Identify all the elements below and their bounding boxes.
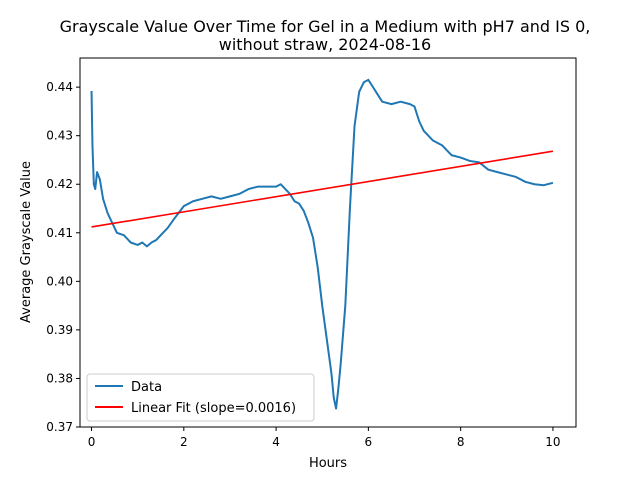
x-tick-label: 0: [88, 435, 96, 449]
y-tick-label: 0.38: [46, 371, 73, 385]
y-tick-label: 0.44: [46, 80, 73, 94]
y-tick-label: 0.39: [46, 323, 73, 337]
plot-lines: [90, 78, 554, 410]
legend-box: [86, 373, 315, 422]
y-tick-label: 0.42: [46, 177, 73, 191]
y-tick-label: 0.37: [46, 420, 73, 434]
legend: Data Linear Fit (slope=0.0016): [86, 373, 315, 422]
x-tick-label: 2: [180, 435, 188, 449]
y-axis-ticks: 0.37 0.38 0.39 0.40 0.41 0.42 0.43 0.44: [46, 80, 80, 434]
x-tick-label: 10: [545, 435, 560, 449]
x-tick-label: 6: [365, 435, 373, 449]
y-tick-label: 0.43: [46, 129, 73, 143]
chart-title-line2: without straw, 2024-08-16: [219, 35, 431, 54]
x-tick-label: 8: [457, 435, 465, 449]
y-axis-label: Average Grayscale Value: [19, 161, 34, 323]
y-tick-label: 0.40: [46, 274, 73, 288]
legend-label-data: Data: [131, 380, 162, 395]
series-line-linear-fit: [91, 150, 554, 228]
y-tick-label: 0.41: [46, 226, 73, 240]
x-axis-label: Hours: [309, 456, 347, 471]
chart-title-line1: Grayscale Value Over Time for Gel in a M…: [60, 17, 591, 36]
series-line-data: [90, 78, 554, 410]
x-axis-ticks: 0 2 4 6 8 10: [88, 427, 561, 449]
x-tick-label: 4: [272, 435, 280, 449]
legend-label-linear-fit: Linear Fit (slope=0.0016): [131, 401, 296, 416]
plot-frame: [79, 57, 577, 428]
